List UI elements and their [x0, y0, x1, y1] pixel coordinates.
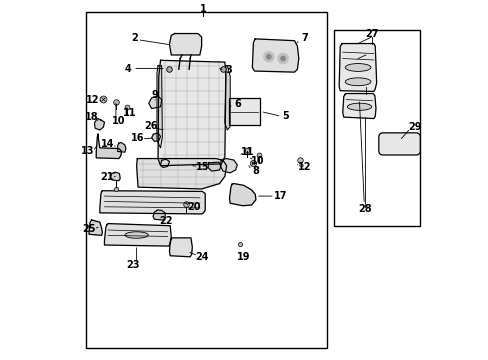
- Polygon shape: [169, 33, 201, 55]
- Text: 10: 10: [112, 116, 125, 126]
- Ellipse shape: [266, 55, 270, 59]
- Polygon shape: [252, 39, 298, 72]
- Ellipse shape: [345, 78, 370, 86]
- Ellipse shape: [263, 52, 273, 62]
- Text: 25: 25: [82, 224, 96, 234]
- Polygon shape: [158, 60, 225, 166]
- Text: 23: 23: [126, 260, 140, 270]
- Text: 19: 19: [237, 252, 250, 262]
- Polygon shape: [96, 134, 121, 158]
- Polygon shape: [100, 191, 205, 214]
- Text: 20: 20: [186, 202, 200, 212]
- Polygon shape: [104, 224, 171, 246]
- Polygon shape: [342, 94, 375, 118]
- FancyBboxPatch shape: [378, 133, 419, 155]
- Text: 7: 7: [301, 33, 307, 43]
- Polygon shape: [169, 238, 192, 257]
- Polygon shape: [136, 158, 226, 189]
- Text: 9: 9: [151, 90, 158, 100]
- Polygon shape: [153, 210, 165, 220]
- Text: 22: 22: [159, 216, 172, 226]
- Text: 12: 12: [86, 95, 99, 105]
- Polygon shape: [207, 162, 221, 171]
- Polygon shape: [89, 220, 102, 235]
- Text: 16: 16: [131, 133, 144, 143]
- Text: 13: 13: [81, 147, 95, 157]
- Text: 29: 29: [407, 122, 421, 132]
- Ellipse shape: [125, 232, 148, 238]
- Text: 10: 10: [251, 157, 264, 166]
- Text: 14: 14: [101, 139, 115, 149]
- Polygon shape: [148, 96, 162, 109]
- Polygon shape: [224, 66, 230, 130]
- Bar: [333, 30, 419, 226]
- Text: 12: 12: [297, 162, 311, 172]
- Polygon shape: [229, 184, 255, 206]
- Text: 17: 17: [273, 191, 286, 201]
- Text: 27: 27: [364, 29, 378, 39]
- Text: 6: 6: [233, 99, 240, 109]
- Text: 2: 2: [131, 33, 138, 43]
- Polygon shape: [110, 172, 120, 181]
- Ellipse shape: [278, 54, 287, 64]
- Text: 26: 26: [144, 121, 157, 131]
- Text: 21: 21: [100, 172, 114, 182]
- Text: 3: 3: [224, 65, 231, 75]
- Text: 18: 18: [84, 112, 98, 122]
- Text: 4: 4: [125, 64, 131, 73]
- Polygon shape: [151, 133, 160, 141]
- Ellipse shape: [281, 57, 285, 61]
- Text: 11: 11: [122, 108, 136, 118]
- Bar: [85, 12, 326, 348]
- Text: 15: 15: [195, 162, 209, 172]
- Polygon shape: [157, 66, 162, 148]
- Text: 11: 11: [240, 147, 254, 157]
- Bar: [229, 98, 259, 125]
- Text: 1: 1: [200, 4, 206, 14]
- Text: 8: 8: [252, 166, 259, 176]
- Polygon shape: [339, 44, 376, 91]
- Polygon shape: [160, 159, 169, 167]
- Polygon shape: [118, 143, 125, 152]
- Ellipse shape: [346, 103, 371, 111]
- Polygon shape: [220, 158, 237, 173]
- Text: 28: 28: [358, 204, 371, 214]
- Ellipse shape: [345, 64, 370, 71]
- Polygon shape: [94, 118, 104, 130]
- Text: 5: 5: [282, 111, 288, 121]
- Text: 24: 24: [195, 252, 209, 262]
